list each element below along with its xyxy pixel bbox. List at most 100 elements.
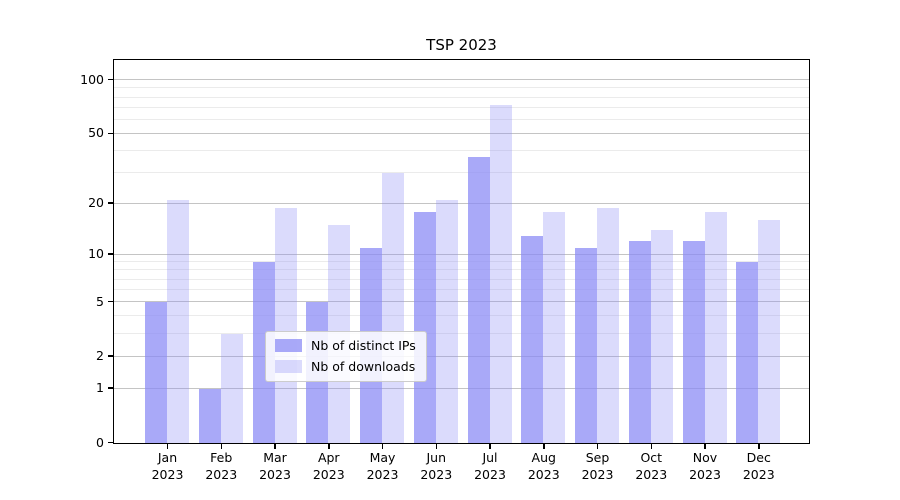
legend-entry-downloads: Nb of downloads bbox=[275, 359, 416, 374]
y-tick-mark bbox=[108, 355, 113, 357]
x-tick-label: Jul 2023 bbox=[460, 450, 520, 483]
x-tick-label: Sep 2023 bbox=[568, 450, 628, 483]
gridline-major bbox=[114, 202, 809, 204]
x-tick-mark bbox=[328, 444, 330, 449]
y-tick-label: 5 bbox=[96, 293, 104, 309]
gridline-minor bbox=[114, 289, 809, 291]
legend-entry-distinct-ips: Nb of distinct IPs bbox=[275, 338, 416, 353]
bar-distinct-ips-feb bbox=[198, 388, 221, 443]
y-tick-label: 0 bbox=[96, 434, 104, 450]
y-tick-label: 1 bbox=[96, 380, 104, 396]
x-tick-month: Dec bbox=[746, 450, 771, 465]
gridline-minor bbox=[114, 150, 809, 152]
x-tick-mark bbox=[596, 444, 599, 449]
gridline-major bbox=[114, 79, 809, 81]
bar-downloads-dec bbox=[758, 220, 781, 443]
x-tick-month: Aug bbox=[531, 450, 556, 465]
gridline-minor bbox=[114, 261, 809, 262]
gridline-minor bbox=[114, 106, 809, 108]
x-tick-label: Apr 2023 bbox=[299, 450, 359, 483]
bar-distinct-ips-mar bbox=[252, 262, 275, 443]
bar-downloads-mar bbox=[274, 207, 297, 443]
bar-distinct-ips-dec bbox=[736, 262, 759, 443]
x-tick-year: 2023 bbox=[366, 466, 399, 482]
x-tick-label: Oct 2023 bbox=[621, 450, 681, 483]
bar-distinct-ips-aug bbox=[521, 235, 544, 443]
x-tick-year: 2023 bbox=[742, 466, 775, 482]
legend-swatch-distinct-ips bbox=[275, 339, 302, 352]
gridline-major bbox=[114, 387, 809, 389]
y-tick-mark bbox=[108, 132, 113, 135]
x-tick-month: Jan bbox=[157, 450, 178, 465]
x-tick-year: 2023 bbox=[581, 466, 614, 482]
x-tick-month: Mar bbox=[263, 450, 287, 465]
legend-swatch-downloads bbox=[275, 360, 302, 373]
x-tick-year: 2023 bbox=[474, 466, 506, 482]
bar-downloads-may bbox=[382, 173, 404, 443]
x-tick-mark bbox=[220, 444, 222, 449]
legend: Nb of distinct IPs Nb of downloads bbox=[265, 331, 427, 382]
x-tick-year: 2023 bbox=[151, 466, 184, 482]
y-tick-mark bbox=[108, 441, 113, 444]
gridline-minor bbox=[114, 269, 809, 271]
x-tick-year: 2023 bbox=[689, 466, 721, 482]
legend-label: Nb of distinct IPs bbox=[311, 338, 416, 353]
y-tick-label: 50 bbox=[88, 125, 104, 141]
bar-downloads-nov bbox=[704, 211, 727, 443]
gridline-minor bbox=[114, 87, 809, 89]
gridline-minor bbox=[114, 278, 809, 280]
y-tick-label: 10 bbox=[88, 246, 104, 262]
bar-distinct-ips-jul bbox=[467, 157, 490, 443]
legend-label: Nb of downloads bbox=[311, 359, 416, 374]
x-tick-month: May bbox=[369, 450, 396, 465]
x-tick-year: 2023 bbox=[527, 466, 560, 482]
bar-downloads-jul bbox=[489, 104, 512, 443]
x-tick-month: Feb bbox=[210, 450, 233, 465]
gridline-minor bbox=[114, 172, 809, 174]
x-tick-label: Dec 2023 bbox=[729, 450, 789, 483]
gridline-major bbox=[114, 132, 809, 134]
gridline-minor bbox=[114, 315, 809, 317]
x-tick-month: Sep bbox=[585, 450, 610, 465]
y-tick-label: 100 bbox=[80, 71, 104, 87]
x-tick-month: Nov bbox=[692, 450, 718, 465]
x-tick-label: Feb 2023 bbox=[191, 450, 251, 483]
x-tick-mark bbox=[489, 444, 491, 449]
bar-distinct-ips-oct bbox=[628, 241, 651, 443]
x-tick-year: 2023 bbox=[312, 466, 345, 482]
gridline-major bbox=[114, 301, 809, 303]
y-tick-label: 2 bbox=[96, 348, 104, 364]
x-tick-label: May 2023 bbox=[353, 450, 413, 483]
x-tick-mark bbox=[381, 444, 384, 449]
x-tick-mark bbox=[543, 444, 545, 449]
x-tick-year: 2023 bbox=[205, 466, 238, 482]
bar-distinct-ips-nov bbox=[682, 241, 705, 443]
bar-distinct-ips-sep bbox=[575, 247, 597, 443]
x-tick-mark bbox=[758, 444, 760, 449]
bar-downloads-aug bbox=[543, 211, 566, 443]
x-tick-label: Mar 2023 bbox=[245, 450, 305, 483]
x-tick-month: Oct bbox=[640, 450, 663, 465]
bar-downloads-oct bbox=[650, 230, 673, 443]
gridline-minor bbox=[114, 333, 809, 335]
x-tick-label: Nov 2023 bbox=[675, 450, 735, 483]
y-tick-mark bbox=[108, 300, 113, 303]
bar-downloads-feb bbox=[220, 334, 243, 443]
gridline-major bbox=[114, 253, 809, 255]
x-tick-month: Jul bbox=[482, 450, 498, 465]
x-tick-label: Jun 2023 bbox=[406, 450, 466, 483]
bar-distinct-ips-jan bbox=[145, 302, 167, 443]
y-tick-mark bbox=[108, 202, 113, 204]
x-tick-month: Jun bbox=[426, 450, 447, 465]
x-tick-year: 2023 bbox=[420, 466, 453, 482]
x-tick-year: 2023 bbox=[635, 466, 668, 482]
y-tick-mark bbox=[108, 387, 113, 389]
x-tick-mark bbox=[435, 444, 437, 449]
x-tick-mark bbox=[166, 444, 169, 449]
bar-distinct-ips-jun bbox=[413, 211, 436, 443]
y-tick-mark bbox=[108, 78, 113, 81]
x-tick-mark bbox=[274, 444, 276, 449]
gridline-minor bbox=[114, 96, 809, 98]
x-tick-mark bbox=[704, 444, 706, 449]
